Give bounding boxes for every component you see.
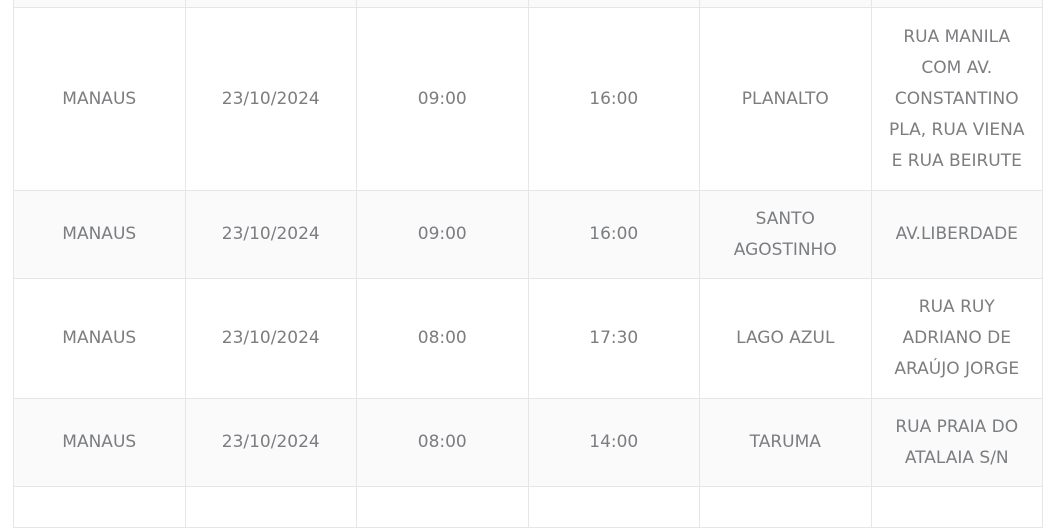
city-cell: MANAUS [13, 398, 186, 487]
end-time-cell: 16:00 [527, 190, 700, 279]
end-time-cell: 17:30 [527, 278, 700, 399]
address-cell: RUA RUY ADRIANO DE ARAÚJO JORGE [870, 278, 1043, 399]
date-cell: 23/10/2024 [184, 398, 357, 487]
start-time-cell: 08:00 [356, 398, 529, 487]
table-row-partial-top [13, 0, 1043, 8]
city-cell: MANAUS [13, 7, 186, 191]
end-time-cell: 16:00 [527, 7, 700, 191]
neighborhood-cell: LAGO AZUL [699, 278, 872, 399]
address-cell: RUA MANILA COM AV. CONSTANTINO PLA, RUA … [870, 7, 1043, 191]
start-time-cell: 09:00 [356, 7, 529, 191]
date-cell: 23/10/2024 [184, 190, 357, 279]
start-time-cell: 09:00 [356, 190, 529, 279]
start-time-cell: 08:00 [356, 278, 529, 399]
schedule-table: MANAUS 23/10/2024 09:00 16:00 PLANALTO RUA MA… [13, 0, 1043, 528]
date-cell: 23/10/2024 [184, 7, 357, 191]
address-cell: RUA PRAIA DO ATALAIA S/N [870, 398, 1043, 487]
table-row: MANAUS 23/10/2024 08:00 17:30 LAGO AZUL RUA R… [13, 278, 1043, 399]
city-cell: MANAUS [13, 190, 186, 279]
address-cell: AV.LIBERDADE [870, 190, 1043, 279]
end-time-cell: 14:00 [527, 398, 700, 487]
table-row: MANAUS 23/10/2024 09:00 16:00 PLANALTO RUA MA… [13, 7, 1043, 191]
table-row-partial-bottom [13, 486, 1043, 528]
date-cell: 23/10/2024 [184, 278, 357, 399]
table-row: MANAUS 23/10/2024 08:00 14:00 TARUMA RUA PRAI… [13, 398, 1043, 487]
neighborhood-cell: TARUMA [699, 398, 872, 487]
table-row: MANAUS 23/10/2024 09:00 16:00 SANTO AGOSTINH… [13, 190, 1043, 279]
city-cell: MANAUS [13, 278, 186, 399]
neighborhood-cell: SANTO AGOSTINHO [699, 190, 872, 279]
neighborhood-cell: PLANALTO [699, 7, 872, 191]
